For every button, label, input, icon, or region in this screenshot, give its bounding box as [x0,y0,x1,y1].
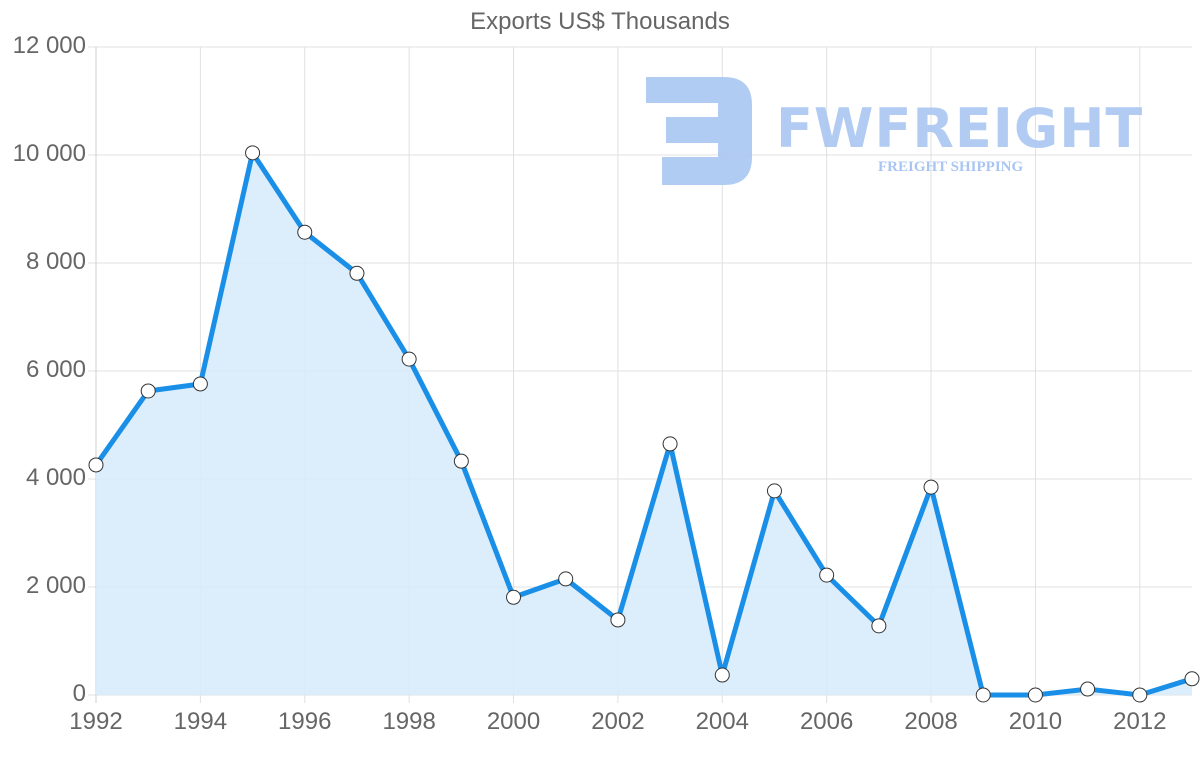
data-point-marker[interactable] [401,351,417,367]
x-tick-label: 2012 [1113,708,1167,735]
data-point-marker[interactable] [610,612,626,628]
data-point-marker[interactable] [297,224,313,240]
data-point-marker[interactable] [766,483,782,499]
data-point-marker[interactable] [453,453,469,469]
area-fill [96,152,1192,696]
fwfreight-logo-icon [646,77,752,185]
data-point-marker[interactable] [506,589,522,605]
y-tick-label: 8 000 [25,248,86,275]
data-point-marker[interactable] [88,457,104,473]
data-point-marker[interactable] [662,436,678,452]
x-tick-label: 1996 [278,708,332,735]
watermark-tagline: FREIGHT SHIPPING [878,159,1024,175]
data-point-marker[interactable] [245,145,261,161]
x-tick-label: 1992 [69,708,123,735]
y-tick-label: 0 [72,680,86,707]
x-tick-label: 1998 [382,708,436,735]
data-point-marker[interactable] [558,571,574,587]
data-point-marker[interactable] [1132,687,1148,703]
fwfreight-watermark: FWFREIGHT FREIGHT SHIPPING [646,73,1156,188]
data-point-marker[interactable] [140,383,156,399]
data-point-marker[interactable] [349,265,365,281]
x-tick-label: 2004 [695,708,749,735]
data-point-marker[interactable] [714,667,730,683]
data-point-marker[interactable] [923,479,939,495]
data-point-marker[interactable] [819,567,835,583]
data-point-marker[interactable] [1184,671,1200,687]
x-tick-label: 2002 [591,708,645,735]
y-tick-label: 10 000 [12,140,86,167]
y-tick-label: 4 000 [25,464,86,491]
y-tick-label: 2 000 [25,572,86,599]
chart-title: Exports US$ Thousands [470,8,730,35]
data-point-marker[interactable] [192,376,208,392]
data-point-marker[interactable] [1027,687,1043,703]
y-tick-label: 12 000 [12,32,86,59]
series-line [93,150,1193,698]
x-tick-label: 1994 [173,708,228,735]
x-tick-label: 2008 [904,708,958,735]
data-point-marker[interactable] [975,687,991,703]
watermark-brand: FWFREIGHT [776,97,1144,160]
x-tick-label: 2006 [799,708,854,735]
y-tick-label: 6 000 [25,356,86,383]
data-point-marker[interactable] [871,618,887,634]
x-tick-label: 2000 [486,708,541,735]
data-point-marker[interactable] [1080,681,1096,697]
x-tick-label: 2010 [1008,708,1063,735]
